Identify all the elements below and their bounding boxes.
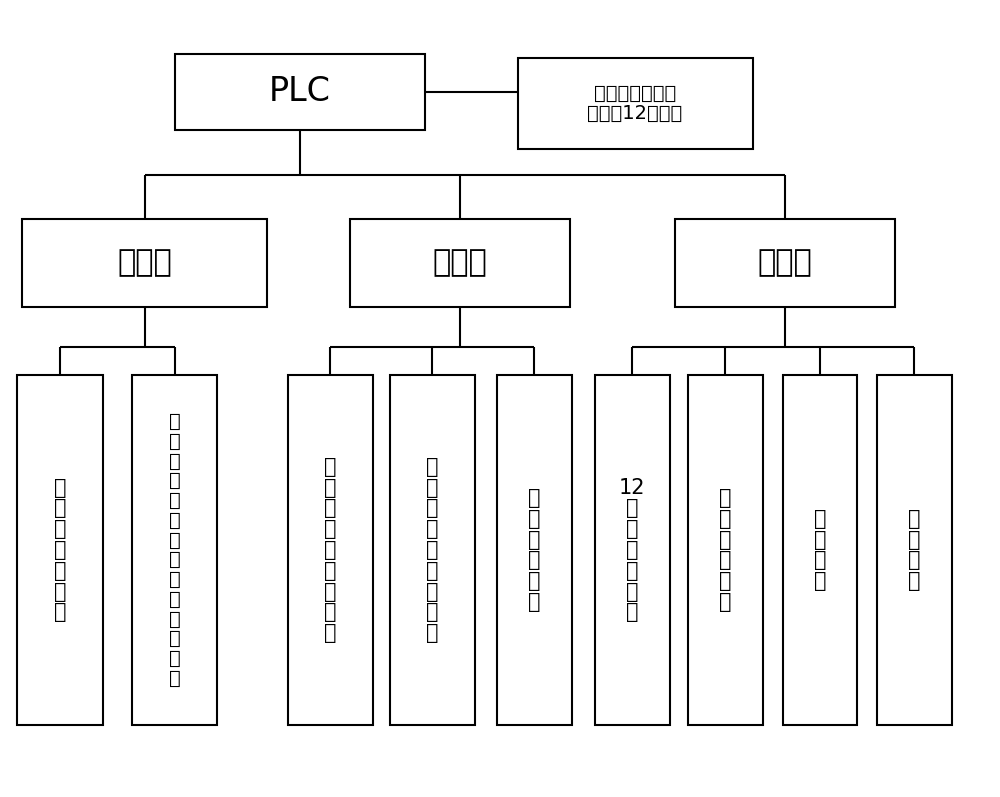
FancyBboxPatch shape — [175, 54, 425, 129]
FancyBboxPatch shape — [688, 375, 763, 725]
FancyBboxPatch shape — [22, 219, 267, 307]
Text: 过
流
报
警: 过 流 报 警 — [908, 508, 920, 591]
Text: 累
计
流
量
显
示: 累 计 流 量 显 示 — [719, 488, 731, 612]
Text: PLC: PLC — [269, 75, 331, 108]
FancyBboxPatch shape — [17, 375, 103, 725]
Text: 搅拌泵: 搅拌泵 — [118, 249, 172, 277]
Text: 瞬
时
、
累
计
流
量
显
示: 瞬 时 、 累 计 流 量 显 示 — [426, 457, 438, 643]
FancyBboxPatch shape — [132, 375, 217, 725]
Text: 手
动
切
换
备
用
原
水
泵: 手 动 切 换 备 用 原 水 泵 — [324, 457, 336, 643]
FancyBboxPatch shape — [782, 375, 857, 725]
FancyBboxPatch shape — [497, 375, 572, 725]
Text: 12
组
电
磁
阀
控
制: 12 组 电 磁 阀 控 制 — [619, 477, 645, 622]
Text: 历
史
数
据: 历 史 数 据 — [814, 508, 826, 591]
FancyBboxPatch shape — [390, 375, 475, 725]
FancyBboxPatch shape — [350, 219, 570, 307]
Text: 手
动
启
动
搅
拌
泵: 手 动 启 动 搅 拌 泵 — [54, 477, 66, 622]
FancyBboxPatch shape — [876, 375, 952, 725]
FancyBboxPatch shape — [518, 58, 753, 150]
Text: 电磁阀: 电磁阀 — [758, 249, 812, 277]
FancyBboxPatch shape — [594, 375, 670, 725]
Text: 水
流
开
关
报
警: 水 流 开 关 报 警 — [528, 488, 540, 612]
FancyBboxPatch shape — [675, 219, 895, 307]
Text: 需
要
时
启
动
（
最
长
运
行
一
小
时
）: 需 要 时 启 动 （ 最 长 运 行 一 小 时 ） — [169, 412, 181, 688]
FancyBboxPatch shape — [288, 375, 373, 725]
Text: 同步北京时间适
时启动12组计划: 同步北京时间适 时启动12组计划 — [587, 84, 683, 123]
Text: 原水泵: 原水泵 — [433, 249, 487, 277]
